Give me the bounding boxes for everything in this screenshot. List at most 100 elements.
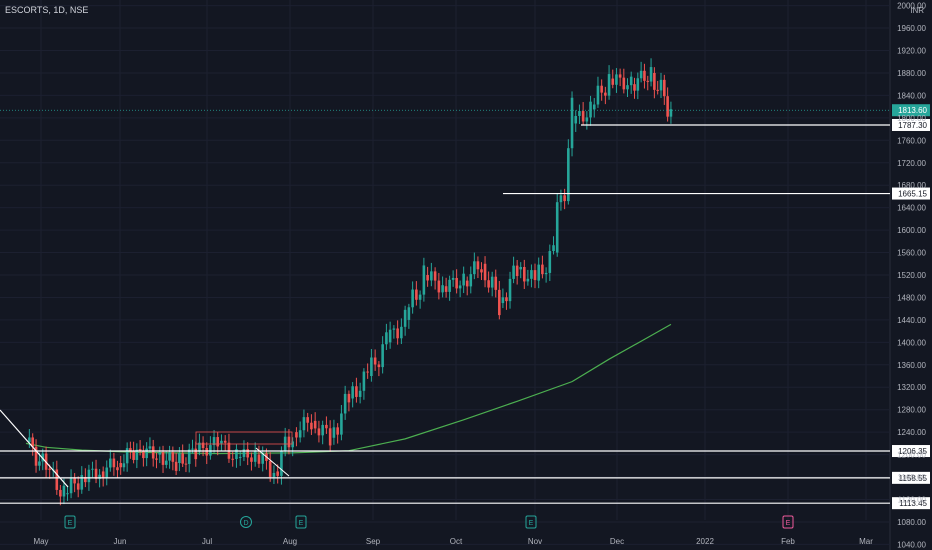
last-price-label: 1813.60 — [898, 106, 927, 115]
time-axis[interactable]: May Jun Jul Aug Sep Oct Nov Dec 2022 Feb Mar — [33, 537, 873, 546]
dividend-event-icon[interactable] — [240, 516, 252, 528]
range-box[interactable] — [195, 431, 293, 445]
candle-body — [325, 424, 328, 429]
candle-body — [48, 468, 51, 470]
grid — [0, 0, 890, 545]
candle-body — [589, 101, 592, 118]
price-tick-label: 1120.00 — [898, 495, 927, 504]
candle-body — [385, 332, 388, 345]
candle-body — [98, 474, 101, 479]
price-tick-label: 1360.00 — [897, 361, 926, 370]
candle-body — [125, 448, 129, 464]
candle-body — [201, 442, 205, 449]
level-price-tag — [892, 118, 930, 131]
candle-body — [276, 471, 279, 476]
candle-body — [261, 453, 264, 464]
earnings-event-icon[interactable] — [782, 515, 794, 529]
candle-body — [411, 289, 414, 308]
candle-body — [646, 80, 650, 82]
time-tick-label: 2022 — [696, 537, 714, 546]
candle-body — [105, 467, 109, 478]
candle-body — [403, 309, 407, 327]
price-tick-label: 1040.00 — [897, 540, 926, 549]
level-price-label: 1665.15 — [898, 190, 927, 199]
time-tick-label: Mar — [859, 537, 873, 546]
event-marker-label: E — [68, 520, 73, 527]
candle-body — [448, 279, 451, 292]
candle-body — [187, 449, 191, 464]
candle-body — [522, 266, 526, 282]
candle-body — [191, 448, 194, 450]
candle-body — [626, 85, 629, 90]
candle-body — [392, 328, 396, 330]
candle-body — [633, 84, 636, 91]
candle-body — [418, 294, 422, 300]
candle-body — [501, 297, 505, 304]
level-price-label: 1206.35 — [898, 447, 927, 456]
candle-body — [310, 422, 313, 430]
price-tick-label: 1200.00 — [897, 451, 926, 460]
candle-body — [145, 448, 148, 459]
time-tick-label: Nov — [528, 537, 542, 546]
candle-body — [669, 109, 673, 117]
candle-body — [480, 269, 483, 273]
candle-body — [465, 280, 469, 287]
candle-body — [370, 357, 373, 377]
candle-body — [235, 449, 238, 460]
candle-body — [426, 275, 429, 281]
candle-body — [343, 393, 347, 414]
price-tick-label: 1760.00 — [897, 136, 926, 145]
candle-body — [101, 471, 105, 478]
candle-body — [476, 261, 480, 270]
trend-line[interactable] — [0, 409, 69, 488]
level-price-label: 1113.45 — [899, 499, 927, 508]
candle-body — [656, 89, 659, 91]
candle-body — [526, 278, 530, 282]
candle-body — [570, 97, 574, 149]
candle-body — [155, 458, 158, 460]
candle-body — [567, 148, 570, 202]
candle-body — [441, 285, 444, 293]
earnings-event-icon[interactable] — [525, 515, 537, 529]
candle-body — [373, 357, 377, 365]
price-tick-label: 1640.00 — [897, 204, 926, 213]
candle-body — [212, 437, 216, 446]
candle-body — [119, 463, 122, 468]
candle-body — [512, 265, 515, 279]
candle-body — [94, 468, 98, 479]
trend-line[interactable] — [255, 447, 290, 477]
candle-body — [585, 117, 589, 122]
candle-body — [483, 263, 487, 281]
earnings-event-icon[interactable] — [64, 515, 76, 529]
time-tick-label: May — [33, 537, 48, 546]
candle-body — [358, 390, 362, 397]
candle-body — [347, 393, 351, 403]
candle-body — [291, 441, 294, 448]
candle-body — [396, 328, 399, 339]
candle-body — [69, 478, 73, 494]
price-tick-label: 1800.00 — [897, 114, 926, 123]
candle-body — [574, 115, 578, 124]
candle-body — [129, 448, 132, 451]
candle-body — [205, 448, 209, 456]
candle-body — [533, 270, 537, 281]
candle-body — [508, 278, 512, 302]
candle-body — [643, 70, 646, 81]
earnings-event-icon[interactable] — [295, 515, 307, 529]
candle-body — [622, 77, 626, 90]
price-tick-label: 1600.00 — [897, 226, 926, 235]
candle-body — [161, 452, 165, 465]
candle-body — [600, 85, 603, 93]
symbol-title: ESCORTS, 1D, NSE — [5, 5, 89, 15]
candle-body — [490, 276, 494, 288]
candle-body — [362, 371, 366, 391]
candle-body — [559, 195, 563, 203]
price-axis[interactable]: 2000.00 1960.00 1920.00 1880.00 1840.00 1800.… — [897, 2, 926, 550]
candle-body — [400, 326, 403, 339]
price-tick-label: 1440.00 — [897, 316, 926, 325]
candle-body — [455, 277, 458, 289]
candle-body — [287, 436, 291, 448]
time-tick-label: Feb — [781, 537, 795, 546]
